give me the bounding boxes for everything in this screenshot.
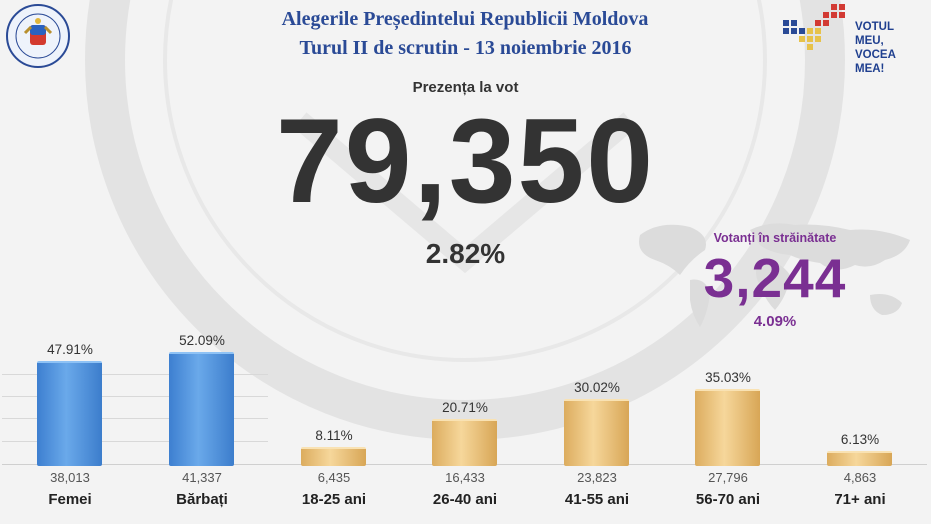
bar-percent-label: 47.91% — [47, 342, 93, 357]
bar-4 — [564, 399, 629, 466]
turnout-label: Prezența la vot — [412, 79, 519, 96]
bar-category-label: 26-40 ani — [432, 491, 498, 508]
world-map-icon — [639, 223, 910, 327]
abroad-number: 3,244 — [703, 247, 847, 309]
bar-3 — [432, 419, 497, 466]
gridline — [2, 441, 268, 442]
votul-meu-logo-icon — [783, 4, 845, 50]
logo-line-2: VOCEA MEA! — [855, 49, 896, 75]
bar-percent-label: 8.11% — [315, 428, 353, 443]
page-subtitle: Turul II de scrutin - 13 noiembrie 2016 — [299, 37, 632, 59]
bar-percent-label: 35.03% — [705, 370, 751, 385]
bar-0 — [37, 361, 102, 466]
bar-category-label: 71+ ani — [834, 491, 886, 508]
votul-meu-logo: VOTUL MEU, VOCEA MEA! — [783, 2, 923, 75]
bar-category-label: Bărbați — [176, 491, 228, 508]
abroad-percent: 4.09% — [753, 313, 797, 330]
bar-1 — [169, 352, 234, 466]
logo-text: VOTUL MEU, VOCEA MEA! — [855, 20, 923, 76]
bar-count-label: 16,433 — [445, 470, 485, 485]
page-title: Alegerile Președintelui Republicii Moldo… — [281, 8, 649, 30]
logo-line-1: VOTUL MEU, — [855, 21, 894, 47]
bar-count-label: 27,796 — [708, 470, 748, 485]
bar-6 — [827, 451, 892, 466]
bar-category-label: 18-25 ani — [301, 491, 367, 508]
gridline — [2, 396, 268, 397]
abroad-label: Votanți în străinătate — [713, 231, 837, 245]
bar-2 — [301, 447, 366, 466]
gridline — [2, 418, 268, 419]
bar-count-label: 4,863 — [843, 470, 877, 485]
turnout-number: 79,350 — [275, 94, 656, 228]
bar-category-label: Femei — [48, 491, 92, 508]
bar-percent-label: 6.13% — [840, 432, 880, 447]
bar-count-label: 6,435 — [317, 470, 351, 485]
bar-percent-label: 20.71% — [442, 400, 488, 415]
gridline — [2, 374, 268, 375]
turnout-percent: 2.82% — [425, 238, 506, 269]
bar-5 — [695, 389, 760, 466]
bar-category-label: 41-55 ani — [564, 491, 630, 508]
bar-percent-label: 52.09% — [179, 333, 225, 348]
bar-count-label: 38,013 — [50, 470, 90, 485]
bar-percent-label: 30.02% — [574, 380, 620, 395]
bar-count-label: 41,337 — [182, 470, 222, 485]
bar-category-label: 56-70 ani — [695, 491, 761, 508]
bar-count-label: 23,823 — [577, 470, 617, 485]
cec-seal-icon — [6, 4, 70, 68]
